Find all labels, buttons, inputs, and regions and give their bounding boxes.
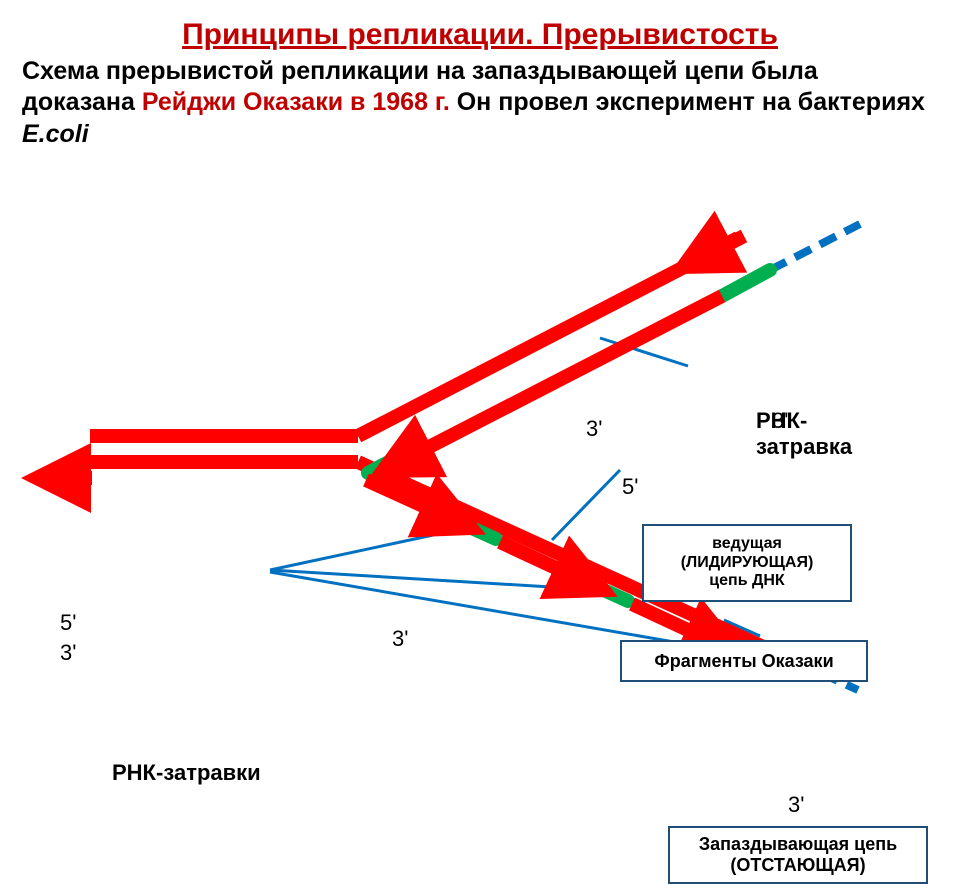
end-3-fork: 3' — [392, 626, 408, 652]
label-rna-primer-top: РНК- затравка — [756, 408, 852, 460]
box-leading: ведущая (ЛИДИРУЮЩАЯ) цепь ДНК — [642, 524, 852, 602]
end-5-up-a: 5' — [622, 474, 638, 500]
page-title: Принципы репликации. Прерывистость — [0, 18, 960, 52]
subtitle-part2: Он провел эксперимент на бактериях — [450, 88, 925, 116]
end-3-left: 3' — [60, 640, 76, 666]
end-3-lag: 3' — [788, 792, 804, 818]
box-okazaki: Фрагменты Оказаки — [620, 640, 868, 682]
leading-primer — [722, 270, 770, 296]
box-lagging: Запаздывающая цепь (ОТСТАЮЩАЯ) — [668, 826, 928, 884]
label-rna-primers-bottom: РНК-затравки — [112, 760, 261, 786]
end-3-up-b: 3' — [772, 408, 788, 434]
end-3-up-a: 3' — [586, 416, 602, 442]
ptr-primer-b1 — [270, 528, 466, 570]
replication-diagram: РНК- затравка РНК-затравки 5' 3' 3' 5' 3… — [0, 208, 960, 728]
leading-new — [400, 296, 722, 462]
subtitle-accent: Рейджи Оказаки в 1968 г. — [142, 88, 450, 116]
ptr-okazaki — [552, 470, 620, 540]
subtitle: Схема прерывистой репликации на запаздыв… — [0, 56, 960, 150]
subtitle-italic: E.coli — [22, 120, 89, 148]
end-5-left: 5' — [60, 610, 76, 636]
leading-arrow-tip — [700, 238, 738, 258]
leading-dash — [770, 224, 860, 270]
leading-template — [358, 236, 744, 436]
